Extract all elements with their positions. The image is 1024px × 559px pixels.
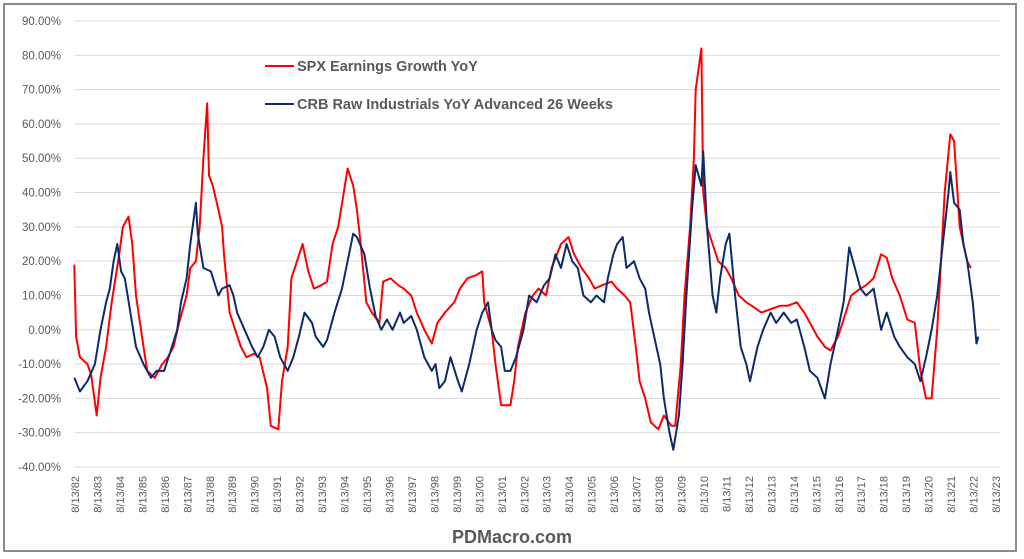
chart-frame <box>3 3 1017 552</box>
x-tick-label: 8/13/16 <box>834 476 846 513</box>
x-tick-label: 8/13/11 <box>721 476 733 512</box>
x-tick-label: 8/13/92 <box>295 476 307 513</box>
x-tick-label: 8/13/02 <box>519 476 531 513</box>
x-axis-tick-labels: 8/13/82 8/13/83 8/13/84 8/13/85 8/13/86 8/13/… <box>70 476 1003 513</box>
x-tick-label: 8/13/89 <box>227 476 239 513</box>
x-tick-label: 8/13/09 <box>677 476 689 513</box>
x-tick-label: 8/13/23 <box>991 476 1003 513</box>
x-tick-label: 8/13/17 <box>856 476 868 513</box>
x-tick-label: 8/13/96 <box>384 476 396 513</box>
x-tick-label: 8/13/00 <box>474 476 486 513</box>
x-tick-label: 8/13/15 <box>811 476 823 513</box>
y-tick-label: 90.00% <box>22 16 61 28</box>
x-tick-label: 8/13/19 <box>901 476 913 513</box>
x-tick-label: 8/13/13 <box>766 476 778 513</box>
x-tick-label: 8/13/03 <box>542 476 554 513</box>
x-tick-label: 8/13/08 <box>654 476 666 513</box>
x-tick-label: 8/13/04 <box>564 476 576 513</box>
x-tick-label: 8/13/07 <box>632 476 644 513</box>
x-tick-label: 8/13/84 <box>115 476 127 513</box>
x-tick-label: 8/13/87 <box>182 476 194 513</box>
gridlines <box>75 20 1000 468</box>
x-tick-label: 8/13/94 <box>340 476 352 513</box>
x-tick-label: 8/13/01 <box>497 476 509 513</box>
x-tick-label: 8/13/93 <box>317 476 329 513</box>
x-tick-label: 8/13/18 <box>879 476 891 513</box>
y-tick-label: 0.00% <box>28 325 61 337</box>
y-tick-label: -20.00% <box>18 393 61 405</box>
x-tick-label: 8/13/20 <box>924 476 936 513</box>
x-tick-label: 8/13/85 <box>137 476 149 513</box>
x-tick-label: 8/13/10 <box>699 476 711 513</box>
legend: SPX Earnings Growth YoY CRB Raw Industri… <box>265 59 613 113</box>
y-axis-tick-labels: 90.00% 80.00% 70.00% 60.00% 50.00% 40.00% 30.0… <box>18 16 61 474</box>
y-tick-label: -40.00% <box>18 462 61 474</box>
x-tick-label: 8/13/14 <box>789 476 801 513</box>
y-tick-label: -10.00% <box>18 359 61 371</box>
x-tick-label: 8/13/99 <box>452 476 464 513</box>
x-tick-label: 8/13/97 <box>407 476 419 513</box>
y-tick-label: 10.00% <box>22 290 61 302</box>
x-tick-label: 8/13/06 <box>609 476 621 513</box>
y-tick-label: 70.00% <box>22 85 61 97</box>
x-tick-label: 8/13/12 <box>744 476 756 513</box>
footer-brand: PDMacro.com <box>451 527 573 547</box>
y-tick-label: 40.00% <box>22 188 61 200</box>
x-tick-label: 8/13/88 <box>205 476 217 513</box>
series-line-spx-earnings-growth <box>73 47 972 431</box>
x-tick-label: 8/13/82 <box>70 476 82 513</box>
x-tick-label: 8/13/86 <box>160 476 172 513</box>
x-tick-label: 8/13/05 <box>587 476 599 513</box>
x-tick-label: 8/13/90 <box>250 476 262 513</box>
x-tick-label: 8/13/98 <box>429 476 441 513</box>
legend-label-crb: CRB Raw Industrials YoY Advanced 26 Week… <box>297 97 613 113</box>
y-tick-label: 60.00% <box>22 119 61 131</box>
legend-label-spx: SPX Earnings Growth YoY <box>297 59 478 75</box>
series-lines <box>73 47 980 451</box>
x-tick-label: 8/13/83 <box>92 476 104 513</box>
y-tick-label: -30.00% <box>18 428 61 440</box>
x-tick-label: 8/13/91 <box>272 476 284 513</box>
y-tick-label: 30.00% <box>22 222 61 234</box>
y-tick-label: 80.00% <box>22 50 61 62</box>
x-tick-label: 8/13/22 <box>969 476 981 513</box>
x-tick-label: 8/13/95 <box>362 476 374 513</box>
y-tick-label: 20.00% <box>22 256 61 268</box>
series-line-crb-raw-industrials <box>73 150 980 451</box>
x-tick-label: 8/13/21 <box>946 476 958 513</box>
y-tick-label: 50.00% <box>22 153 61 165</box>
